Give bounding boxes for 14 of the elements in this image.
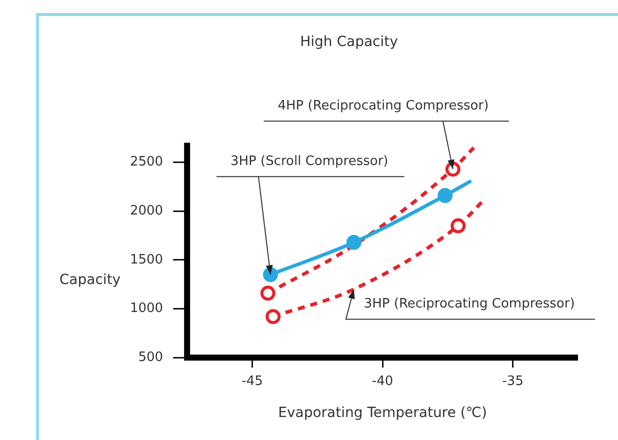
y-tick-label: 2500	[130, 154, 164, 170]
y-axis-title: Capacity	[59, 272, 121, 288]
chart-title: High Capacity	[300, 34, 398, 50]
y-tick-label: 500	[138, 350, 164, 365]
x-axis-title: Evaporating Temperature (℃)	[278, 405, 487, 422]
x-tick-label: -35	[502, 374, 524, 389]
annotation: 4HP (Reciprocating Compressor)	[278, 98, 489, 114]
annotation: 3HP (Reciprocating Compressor)	[364, 296, 575, 312]
y-tick-label: 1000	[130, 301, 164, 316]
x-tick-label: -40	[372, 374, 394, 389]
y-tick-label: 1500	[130, 252, 164, 268]
annotation: 3HP (Scroll Compressor)	[230, 154, 388, 169]
x-tick-label: -45	[242, 374, 263, 389]
y-tick-label: 2000	[130, 204, 164, 219]
